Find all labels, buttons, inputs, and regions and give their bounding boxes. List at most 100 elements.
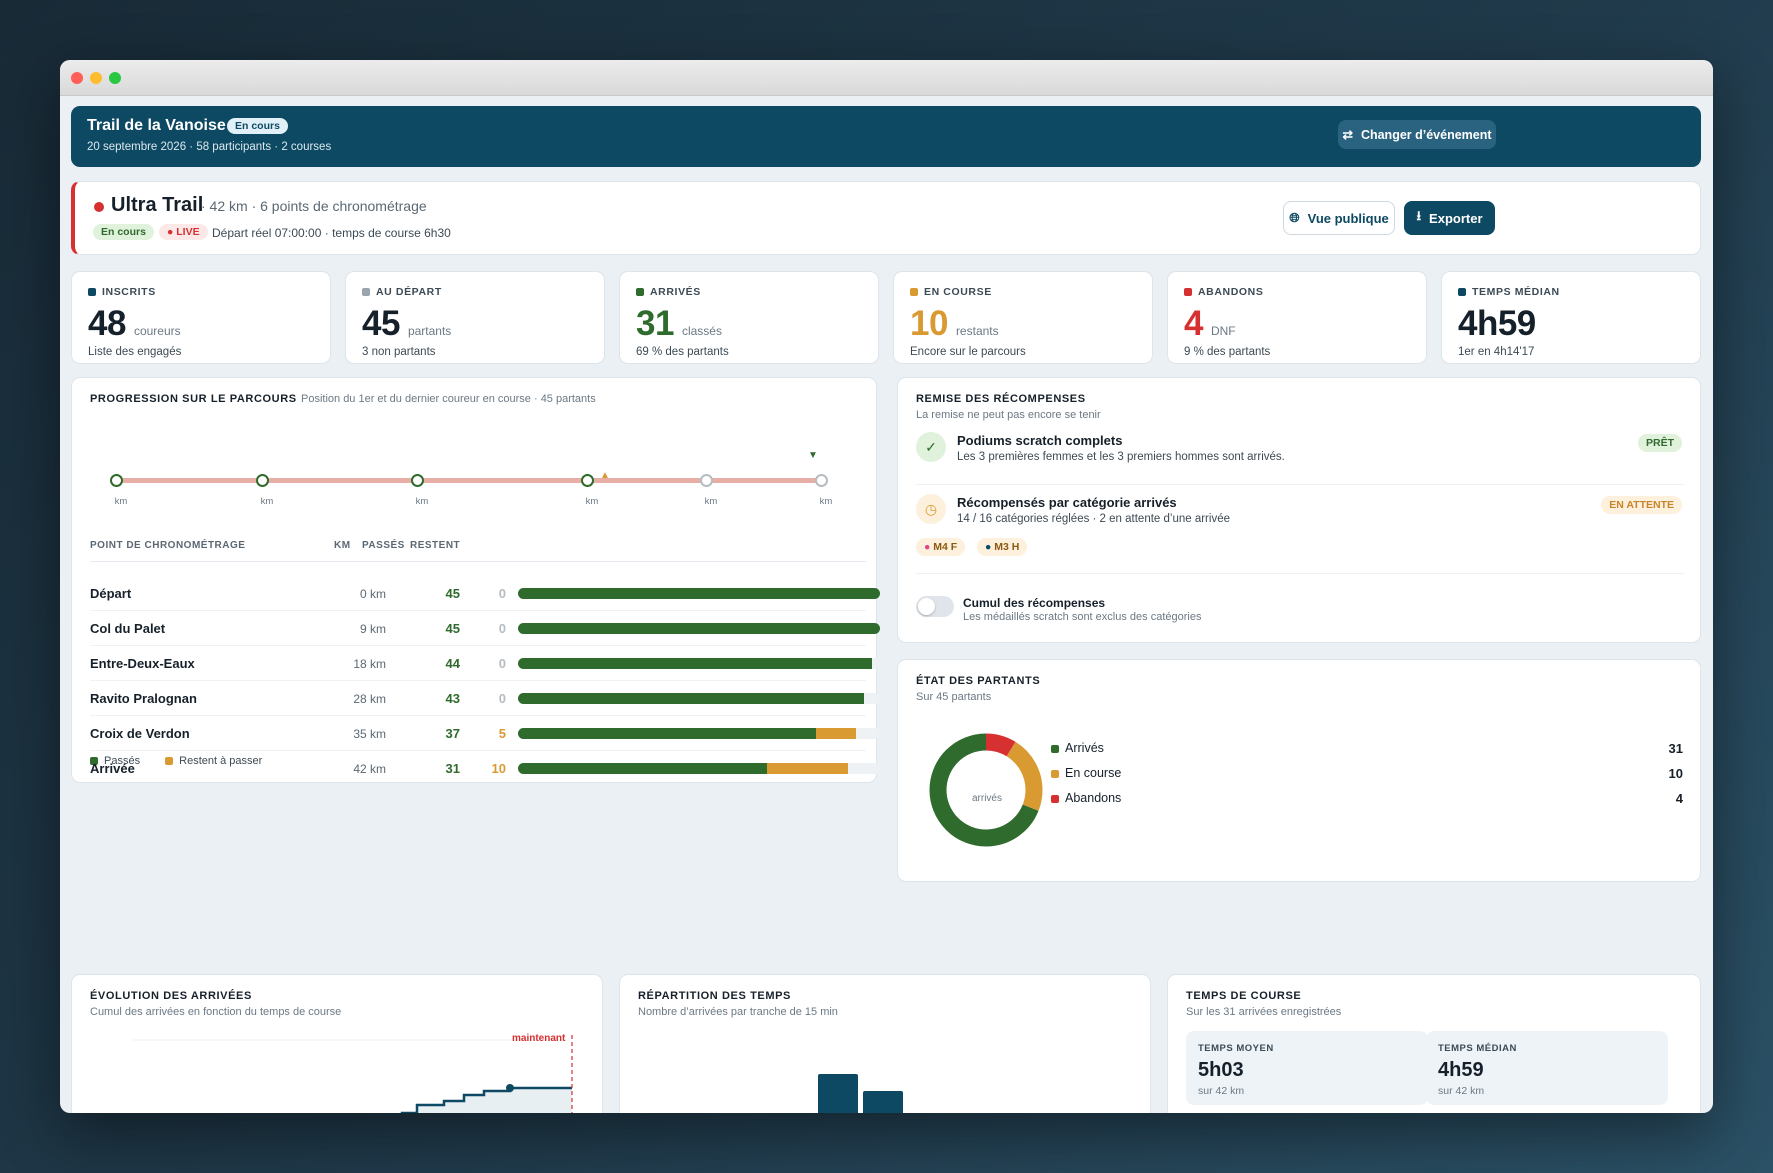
- stat-label: INSCRITS: [88, 286, 156, 298]
- donut-center-label: arrivés: [971, 793, 1002, 804]
- evolution-subtitle: Cumul des arrivées en fonction du temps …: [90, 1006, 342, 1018]
- swap-icon: ⇄: [1342, 128, 1353, 142]
- checkpoint-progress-bar: [518, 658, 880, 669]
- download-icon: ⭳: [1416, 208, 1422, 223]
- stat-label: TEMPS MÉDIAN: [1458, 286, 1560, 298]
- checkpoint-passed: 43: [445, 691, 460, 706]
- checkpoint-marker[interactable]: [110, 474, 123, 487]
- toggle-title: Cumul des récompenses: [963, 596, 1106, 610]
- stat-label: AU DÉPART: [362, 286, 442, 298]
- table-row[interactable]: Croix de Verdon 35 km 37 5: [90, 716, 880, 751]
- stat-note: 3 non partants: [362, 346, 436, 358]
- checkpoint-progress-bar: [518, 588, 880, 599]
- checkpoint-marker[interactable]: [581, 474, 594, 487]
- progression-card: PROGRESSION SUR LE PARCOURS Position du …: [71, 377, 880, 786]
- close-window-button[interactable]: [71, 72, 83, 84]
- checkpoint-km-label: km: [114, 496, 128, 507]
- pending-badge: EN ATTENTE: [1601, 496, 1682, 514]
- passed-segment: [518, 763, 768, 774]
- event-title: Trail de la Vanoise: [87, 117, 226, 134]
- clock-icon: ◷: [916, 494, 946, 524]
- course-track: [116, 478, 826, 483]
- checkpoint-km: 35 km: [353, 727, 386, 741]
- cumul-toggle[interactable]: [916, 596, 954, 617]
- award-item-desc: Les 3 premières femmes et les 3 premiers…: [957, 451, 1285, 463]
- histogram-bar: [863, 1091, 903, 1113]
- table-row[interactable]: Ravito Pralognan 28 km 43 0: [90, 681, 880, 716]
- progression-subtitle: Position du 1er et du dernier coureur en…: [301, 393, 596, 405]
- public-view-button[interactable]: 🌐︎ Vue publique: [1283, 201, 1395, 235]
- stat-note: Encore sur le parcours: [910, 346, 1026, 358]
- table-row[interactable]: Col du Palet 9 km 45 0: [90, 611, 880, 646]
- stat-note: 69 % des partants: [636, 346, 729, 358]
- stat-card-0: INSCRITS 48 coureurs Liste des engagés: [71, 271, 331, 364]
- checkpoint-progress-bar: [518, 623, 880, 634]
- race-status-badge: En cours: [93, 224, 154, 240]
- partants-donut: [929, 733, 1043, 847]
- arrivals-area: [402, 1088, 572, 1113]
- checkpoint-km: 0 km: [359, 587, 386, 601]
- export-button[interactable]: ⭳ Exporter: [1404, 201, 1495, 235]
- minimize-window-button[interactable]: [90, 72, 102, 84]
- partants-legend-item: Arrivés 31: [1051, 741, 1683, 759]
- stat-card-5: TEMPS MÉDIAN 4h59 1er en 4h14'17: [1441, 271, 1701, 364]
- repartition-title: RÉPARTITION DES TEMPS: [638, 990, 791, 1002]
- evolution-card: ÉVOLUTION DES ARRIVÉES Cumul des arrivée…: [71, 974, 603, 1113]
- live-dot-icon: [94, 202, 104, 212]
- app-window: Trail de la Vanoise En cours 20 septembr…: [60, 60, 1713, 1113]
- last-runner-marker-icon: ▲: [600, 470, 610, 481]
- globe-icon: 🌐︎: [1289, 210, 1300, 225]
- table-row[interactable]: Entre-Deux-Eaux 18 km 44 0: [90, 646, 880, 681]
- stat-card-3: EN COURSE 10 restants Encore sur le parcour…: [893, 271, 1153, 364]
- arrivals-line: [400, 1086, 572, 1113]
- checkpoint-marker[interactable]: [700, 474, 713, 487]
- stat-note: Liste des engagés: [88, 346, 182, 358]
- stat-label: ABANDONS: [1184, 286, 1263, 298]
- stat-label: ARRIVÉS: [636, 286, 701, 298]
- checkpoint-km: 18 km: [353, 657, 386, 671]
- category-chip-m4f[interactable]: ● M4 F: [916, 538, 966, 556]
- category-chip-m3h[interactable]: ● M3 H: [977, 538, 1028, 556]
- table-row[interactable]: Arrivée 42 km 31 10: [90, 751, 880, 786]
- checkpoint-remaining: 0: [498, 621, 506, 636]
- race-name: Ultra Trail: [111, 194, 204, 216]
- checkpoint-marker[interactable]: [815, 474, 828, 487]
- temps-card: TEMPS DE COURSE Sur les 31 arrivées enre…: [1167, 974, 1701, 1113]
- partants-title: ÉTAT DES PARTANTS: [916, 675, 1041, 687]
- checkpoint-name: Départ: [90, 586, 132, 601]
- change-event-button[interactable]: ⇄ Changer d’événement: [1338, 120, 1496, 149]
- stat-value: 45 partants: [362, 304, 452, 343]
- checkpoint-remaining: 10: [491, 761, 506, 776]
- time-stat-box: TEMPS MOYEN 5h03 sur 42 km: [1186, 1031, 1428, 1105]
- checkpoint-remaining: 0: [498, 656, 506, 671]
- checkpoint-marker[interactable]: [256, 474, 269, 487]
- checkpoint-name: Ravito Pralognan: [90, 691, 197, 706]
- event-meta: 20 septembre 2026 · 58 participants · 2 …: [87, 141, 332, 153]
- checkpoint-marker[interactable]: [411, 474, 424, 487]
- partants-subtitle: Sur 45 partants: [916, 691, 992, 703]
- evolution-chart: [132, 1035, 573, 1113]
- window-titlebar: [60, 60, 1713, 96]
- temps-subtitle: Sur les 31 arrivées enregistrées: [1186, 1006, 1342, 1018]
- event-header: Trail de la Vanoise En cours 20 septembr…: [71, 106, 1701, 167]
- checkpoint-remaining: 0: [498, 691, 506, 706]
- temps-title: TEMPS DE COURSE: [1186, 990, 1302, 1002]
- progression-legend: Passés Restent à passer: [90, 755, 262, 767]
- checkpoint-passed: 45: [445, 586, 460, 601]
- repartition-card: RÉPARTITION DES TEMPS Nombre d’arrivées …: [619, 974, 1151, 1113]
- passed-segment: [518, 658, 872, 669]
- checkpoint-km-label: km: [415, 496, 429, 507]
- checkpoint-passed: 44: [445, 656, 460, 671]
- maximize-window-button[interactable]: [109, 72, 121, 84]
- checkpoint-km: 9 km: [359, 622, 386, 636]
- table-row[interactable]: Départ 0 km 45 0: [90, 576, 880, 611]
- stat-value: 31 classés: [636, 304, 722, 343]
- passed-segment: [518, 623, 880, 634]
- awards-subtitle: La remise ne peut pas encore se tenir: [916, 409, 1101, 421]
- checkpoint-name: Entre-Deux-Eaux: [90, 656, 195, 671]
- passed-segment: [518, 728, 816, 739]
- stat-card-4: ABANDONS 4 DNF 9 % des partants: [1167, 271, 1427, 364]
- check-icon: ✓: [916, 432, 946, 462]
- remaining-segment: [815, 728, 856, 739]
- ready-badge: PRÊT: [1637, 434, 1682, 452]
